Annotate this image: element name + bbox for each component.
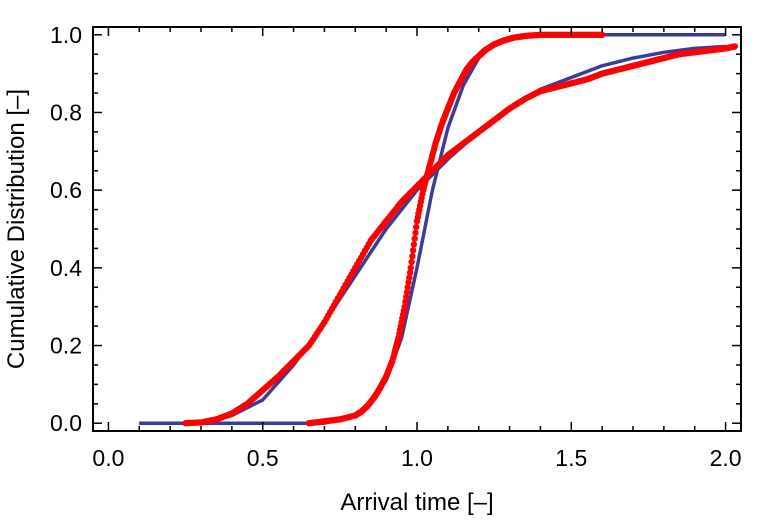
axis-ticks: 0.0 0.5 1.0 1.5 2.0 0.0 0.2 0.4 0.6 0.8 1.0 (50, 22, 742, 471)
x-tick-label: 1.5 (555, 445, 587, 471)
data-point (409, 253, 416, 260)
data-point (413, 223, 420, 231)
data-point (411, 235, 418, 242)
x-axis-title: Arrival time [–] (340, 489, 493, 516)
data-point (402, 298, 409, 305)
y-tick-label: 1.0 (50, 22, 82, 48)
data-point (403, 293, 410, 301)
y-tick-label: 0.2 (50, 333, 82, 359)
data-point (408, 258, 415, 266)
data-point (410, 241, 418, 248)
data-point (407, 264, 414, 271)
data-point (403, 288, 411, 296)
x-tick-label: 1.0 (401, 445, 433, 471)
data-point (406, 274, 413, 281)
data-point (405, 279, 412, 286)
data-point (731, 43, 738, 50)
y-tick-label: 0.8 (50, 99, 82, 125)
x-tick-label: 0.5 (247, 445, 279, 471)
data-point (598, 31, 606, 38)
data-point (406, 269, 414, 276)
data-point (401, 303, 408, 310)
plot-frame (92, 26, 742, 432)
fit-curve-1 (139, 44, 726, 425)
plot-area (139, 31, 738, 427)
y-axis-title: Cumulative Distribution [–] (3, 89, 30, 369)
y-tick-label: 0.0 (50, 410, 82, 436)
data-point (404, 284, 411, 291)
fit-curve-0 (139, 33, 726, 425)
x-tick-label: 2.0 (710, 445, 742, 471)
x-tick-label: 0.0 (92, 445, 124, 471)
data-point (412, 229, 419, 237)
y-tick-label: 0.6 (50, 177, 82, 203)
data-point (409, 247, 417, 254)
y-tick-label: 0.4 (50, 255, 82, 281)
